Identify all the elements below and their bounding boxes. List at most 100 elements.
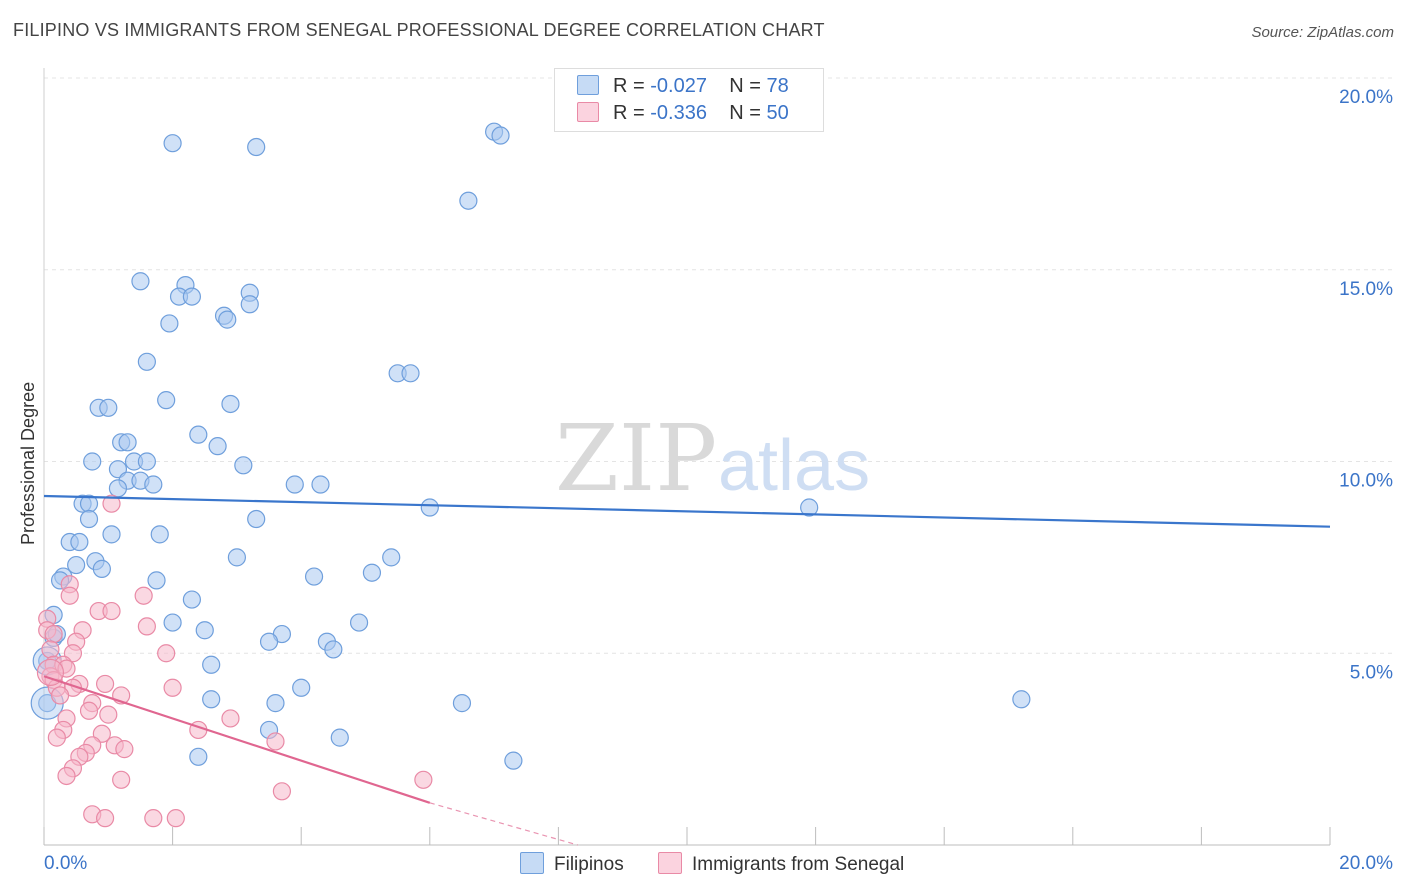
data-point (285, 475, 304, 494)
data-point (95, 809, 115, 828)
data-point (50, 686, 70, 705)
data-point (157, 391, 176, 410)
series-senegal (36, 494, 433, 828)
data-point (70, 532, 89, 552)
data-point (144, 809, 163, 828)
data-point (163, 134, 182, 153)
trend-line-senegal-extension (429, 802, 578, 846)
bottom-legend-label: Filipinos (554, 854, 624, 875)
data-point (118, 433, 137, 452)
legend-row-senegal: R = -0.336 N = 50 (577, 102, 789, 126)
data-point (137, 452, 156, 471)
data-point (137, 617, 156, 636)
y-tick-label: 5.0% (1350, 662, 1393, 683)
x-tick-label: 20.0% (1339, 853, 1393, 874)
legend-n-value: 50 (766, 102, 789, 124)
data-point (57, 766, 76, 786)
data-point (144, 475, 163, 494)
trend-line-filipinos (43, 494, 1331, 528)
data-point (324, 640, 343, 659)
data-point (240, 295, 259, 314)
data-point (227, 548, 246, 567)
data-point (401, 364, 420, 383)
data-point (79, 701, 99, 720)
data-point (304, 567, 324, 586)
data-point (349, 613, 369, 632)
gridlines (44, 77, 1393, 654)
bottom-legend-swatch-filipinos (520, 852, 544, 874)
data-point (92, 559, 111, 578)
data-point (102, 494, 121, 513)
data-point (195, 621, 214, 640)
data-point (247, 137, 266, 157)
bottom-legend-swatch-senegal (658, 852, 682, 874)
data-point (102, 525, 121, 544)
axes (43, 68, 1331, 846)
data-point (504, 751, 523, 770)
data-point (330, 728, 349, 747)
legend-r-label: R = (613, 102, 645, 124)
bottom-legend-senegal: Immigrants from Senegal (658, 852, 904, 876)
data-point (247, 509, 266, 529)
data-point (79, 509, 99, 529)
data-point (115, 740, 134, 759)
data-point (182, 287, 201, 306)
legend-r-label: R = (613, 75, 645, 97)
correlation-legend: R = -0.027 N = 78 R = -0.336 N = 50 (554, 68, 824, 132)
chart-title: FILIPINO VS IMMIGRANTS FROM SENEGAL PROF… (13, 20, 825, 40)
legend-r-value: -0.027 (650, 75, 707, 97)
data-point (44, 624, 63, 644)
data-point (266, 732, 285, 751)
data-point (83, 452, 102, 471)
trend-line-senegal (43, 675, 431, 804)
data-point (259, 632, 279, 651)
data-point (36, 658, 65, 687)
data-point (182, 590, 201, 609)
data-point (272, 782, 292, 801)
data-point (189, 425, 208, 444)
data-point (41, 640, 60, 659)
y-tick-label: 15.0% (1339, 279, 1393, 300)
bottom-legend-label: Immigrants from Senegal (692, 854, 905, 875)
data-point (266, 694, 285, 713)
data-point (147, 571, 166, 590)
legend-n-label: N = (729, 102, 761, 124)
data-point (221, 709, 240, 728)
data-point (452, 694, 472, 713)
legend-n-value: 78 (766, 75, 789, 97)
data-point (311, 475, 330, 494)
data-point (137, 352, 156, 371)
data-point (60, 586, 79, 605)
legend-r-value: -0.336 (650, 102, 707, 124)
data-point (208, 437, 227, 456)
data-point (292, 678, 311, 697)
data-point (99, 705, 118, 724)
data-point (131, 272, 150, 291)
data-point (160, 314, 179, 333)
legend-row-filipinos: R = -0.027 N = 78 (577, 75, 789, 99)
trend-lines (43, 494, 1331, 846)
data-point (150, 525, 169, 544)
data-point (47, 728, 66, 747)
data-point (459, 191, 478, 210)
data-point (112, 770, 131, 789)
data-point (221, 394, 240, 414)
data-point (134, 586, 153, 605)
data-point (414, 770, 433, 789)
legend-swatch-filipinos (577, 75, 599, 95)
data-point (166, 809, 185, 828)
data-point (1012, 690, 1031, 709)
data-point (102, 601, 121, 621)
data-point (202, 655, 221, 674)
bottom-legend-filipinos: Filipinos (520, 852, 624, 876)
data-point (189, 747, 208, 766)
data-point (218, 310, 237, 329)
data-point (57, 659, 76, 678)
watermark-zip: ZIP (555, 405, 717, 512)
legend-n-label: N = (729, 75, 761, 97)
data-point (157, 644, 176, 663)
source-label: Source: ZipAtlas.com (1251, 24, 1394, 41)
watermark-atlas: atlas (718, 426, 870, 506)
data-point (800, 498, 819, 517)
data-point (382, 548, 401, 567)
